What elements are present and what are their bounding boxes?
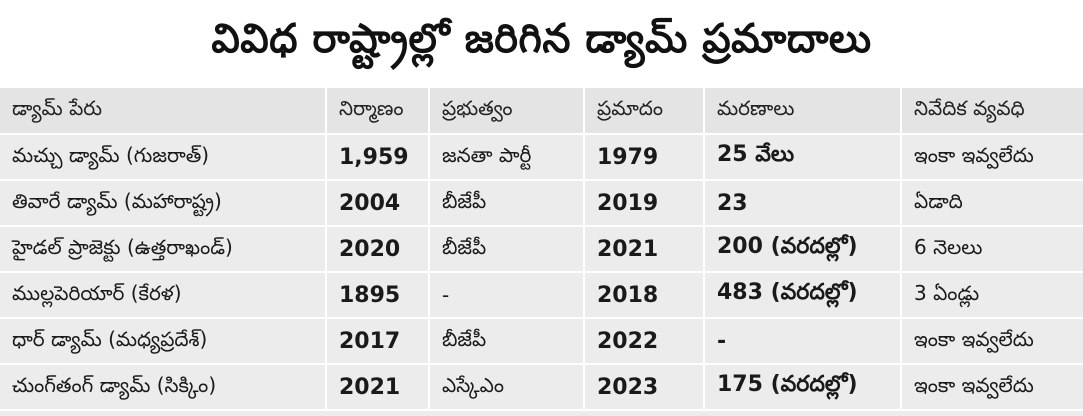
- cell-accident-year: 2022: [584, 318, 705, 365]
- table-header-row: డ్యామ్ పేరు నిర్మాణం ప్రభుత్వం ప్రమాదం మ…: [0, 88, 1083, 135]
- cell-construction: 2021: [326, 364, 430, 411]
- cell-deaths: 175 (వరదల్లో): [704, 364, 902, 411]
- header-construction: నిర్మాణం: [326, 88, 430, 135]
- table-row: తివారే డ్యామ్ (మహారాష్ట్ర) 2004 బీజేపీ 2…: [0, 180, 1083, 227]
- cell-government: బీజేపీ: [429, 226, 585, 273]
- cell-deaths: -: [704, 318, 902, 365]
- page-title: వివిధ రాష్ట్రాల్లో జరిగిన డ్యామ్ ప్రమాదా…: [0, 0, 1083, 88]
- dam-accidents-table: డ్యామ్ పేరు నిర్మాణం ప్రభుత్వం ప్రమాదం మ…: [0, 88, 1083, 411]
- header-deaths: మరణాలు: [704, 88, 902, 135]
- cell-construction: 2020: [326, 226, 430, 273]
- table-row: ముల్లపెరియార్ (కేరళ) 1895 - 2018 483 (వర…: [0, 272, 1083, 319]
- cell-government: బీజేపీ: [429, 318, 585, 365]
- cell-dam-name: హైడల్ ప్రాజెక్టు (ఉత్తరాఖండ్): [0, 226, 327, 273]
- cell-construction: 2004: [326, 180, 430, 227]
- table-row: చుంగ్‌తంగ్ డ్యామ్ (సిక్కిం) 2021 ఎస్కేఎం…: [0, 364, 1083, 411]
- cell-dam-name: ముల్లపెరియార్ (కేరళ): [0, 272, 327, 319]
- cell-report-period: 3 ఏండ్లు: [901, 272, 1083, 319]
- cell-dam-name: మచ్చు డ్యామ్ (గుజరాత్): [0, 134, 327, 181]
- cell-accident-year: 1979: [584, 134, 705, 181]
- cell-report-period: ఏడాది: [901, 180, 1083, 227]
- cell-government: -: [429, 272, 585, 319]
- cell-government: జనతా పార్టీ: [429, 134, 585, 181]
- cell-accident-year: 2021: [584, 226, 705, 273]
- cell-dam-name: తివారే డ్యామ్ (మహారాష్ట్ర): [0, 180, 327, 227]
- cell-deaths: 23: [704, 180, 902, 227]
- cell-report-period: ఇంకా ఇవ్వలేదు: [901, 364, 1083, 411]
- cell-deaths: 25 వేలు: [704, 134, 902, 181]
- cell-report-period: ఇంకా ఇవ్వలేదు: [901, 134, 1083, 181]
- cell-construction: 1,959: [326, 134, 430, 181]
- cell-report-period: ఇంకా ఇవ్వలేదు: [901, 318, 1083, 365]
- header-dam-name: డ్యామ్ పేరు: [0, 88, 327, 135]
- cell-accident-year: 2018: [584, 272, 705, 319]
- cell-accident-year: 2023: [584, 364, 705, 411]
- cell-deaths: 483 (వరదల్లో): [704, 272, 902, 319]
- cell-accident-year: 2019: [584, 180, 705, 227]
- header-government: ప్రభుత్వం: [429, 88, 585, 135]
- header-report-period: నివేదిక వ్యవధి: [901, 88, 1083, 135]
- cell-dam-name: చుంగ్‌తంగ్ డ్యామ్ (సిక్కిం): [0, 364, 327, 411]
- cell-government: ఎస్కేఎం: [429, 364, 585, 411]
- cell-construction: 2017: [326, 318, 430, 365]
- table-row: హైడల్ ప్రాజెక్టు (ఉత్తరాఖండ్) 2020 బీజేప…: [0, 226, 1083, 273]
- cell-deaths: 200 (వరదల్లో): [704, 226, 902, 273]
- cell-dam-name: ధార్ డ్యామ్ (మధ్యప్రదేశ్): [0, 318, 327, 365]
- table-row: మచ్చు డ్యామ్ (గుజరాత్) 1,959 జనతా పార్టీ…: [0, 134, 1083, 181]
- cell-report-period: 6 నెలలు: [901, 226, 1083, 273]
- cell-construction: 1895: [326, 272, 430, 319]
- table-row: ధార్ డ్యామ్ (మధ్యప్రదేశ్) 2017 బీజేపీ 20…: [0, 318, 1083, 365]
- cell-government: బీజేపీ: [429, 180, 585, 227]
- header-accident-year: ప్రమాదం: [584, 88, 705, 135]
